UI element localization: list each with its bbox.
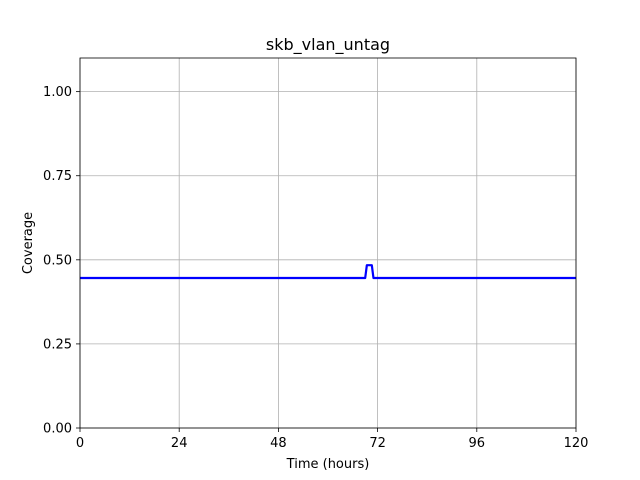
x-tick-label: 24 — [171, 436, 188, 451]
y-tick-label: 0.75 — [43, 169, 72, 184]
plot-frame — [79, 57, 577, 429]
series-line — [80, 264, 576, 280]
x-tick-label: 96 — [469, 436, 486, 451]
x-tick-label: 72 — [369, 436, 386, 451]
x-axis-title: Time (hours) — [286, 457, 370, 472]
y-axis-title: Coverage — [21, 212, 36, 274]
chart-title: skb_vlan_untag — [266, 35, 390, 55]
y-tick-label: 0.00 — [43, 422, 72, 437]
series-layer — [80, 264, 576, 280]
x-axis: 0 24 48 72 96 120 — [76, 428, 589, 451]
x-tick-label: 0 — [76, 436, 84, 451]
y-tick-label: 0.25 — [43, 337, 72, 352]
x-tick-label: 120 — [564, 436, 589, 451]
y-tick-label: 1.00 — [43, 85, 72, 100]
y-tick-label: 0.50 — [43, 253, 72, 268]
y-axis: 0.00 0.25 0.50 0.75 1.00 — [43, 85, 80, 437]
x-tick-label: 48 — [270, 436, 287, 451]
